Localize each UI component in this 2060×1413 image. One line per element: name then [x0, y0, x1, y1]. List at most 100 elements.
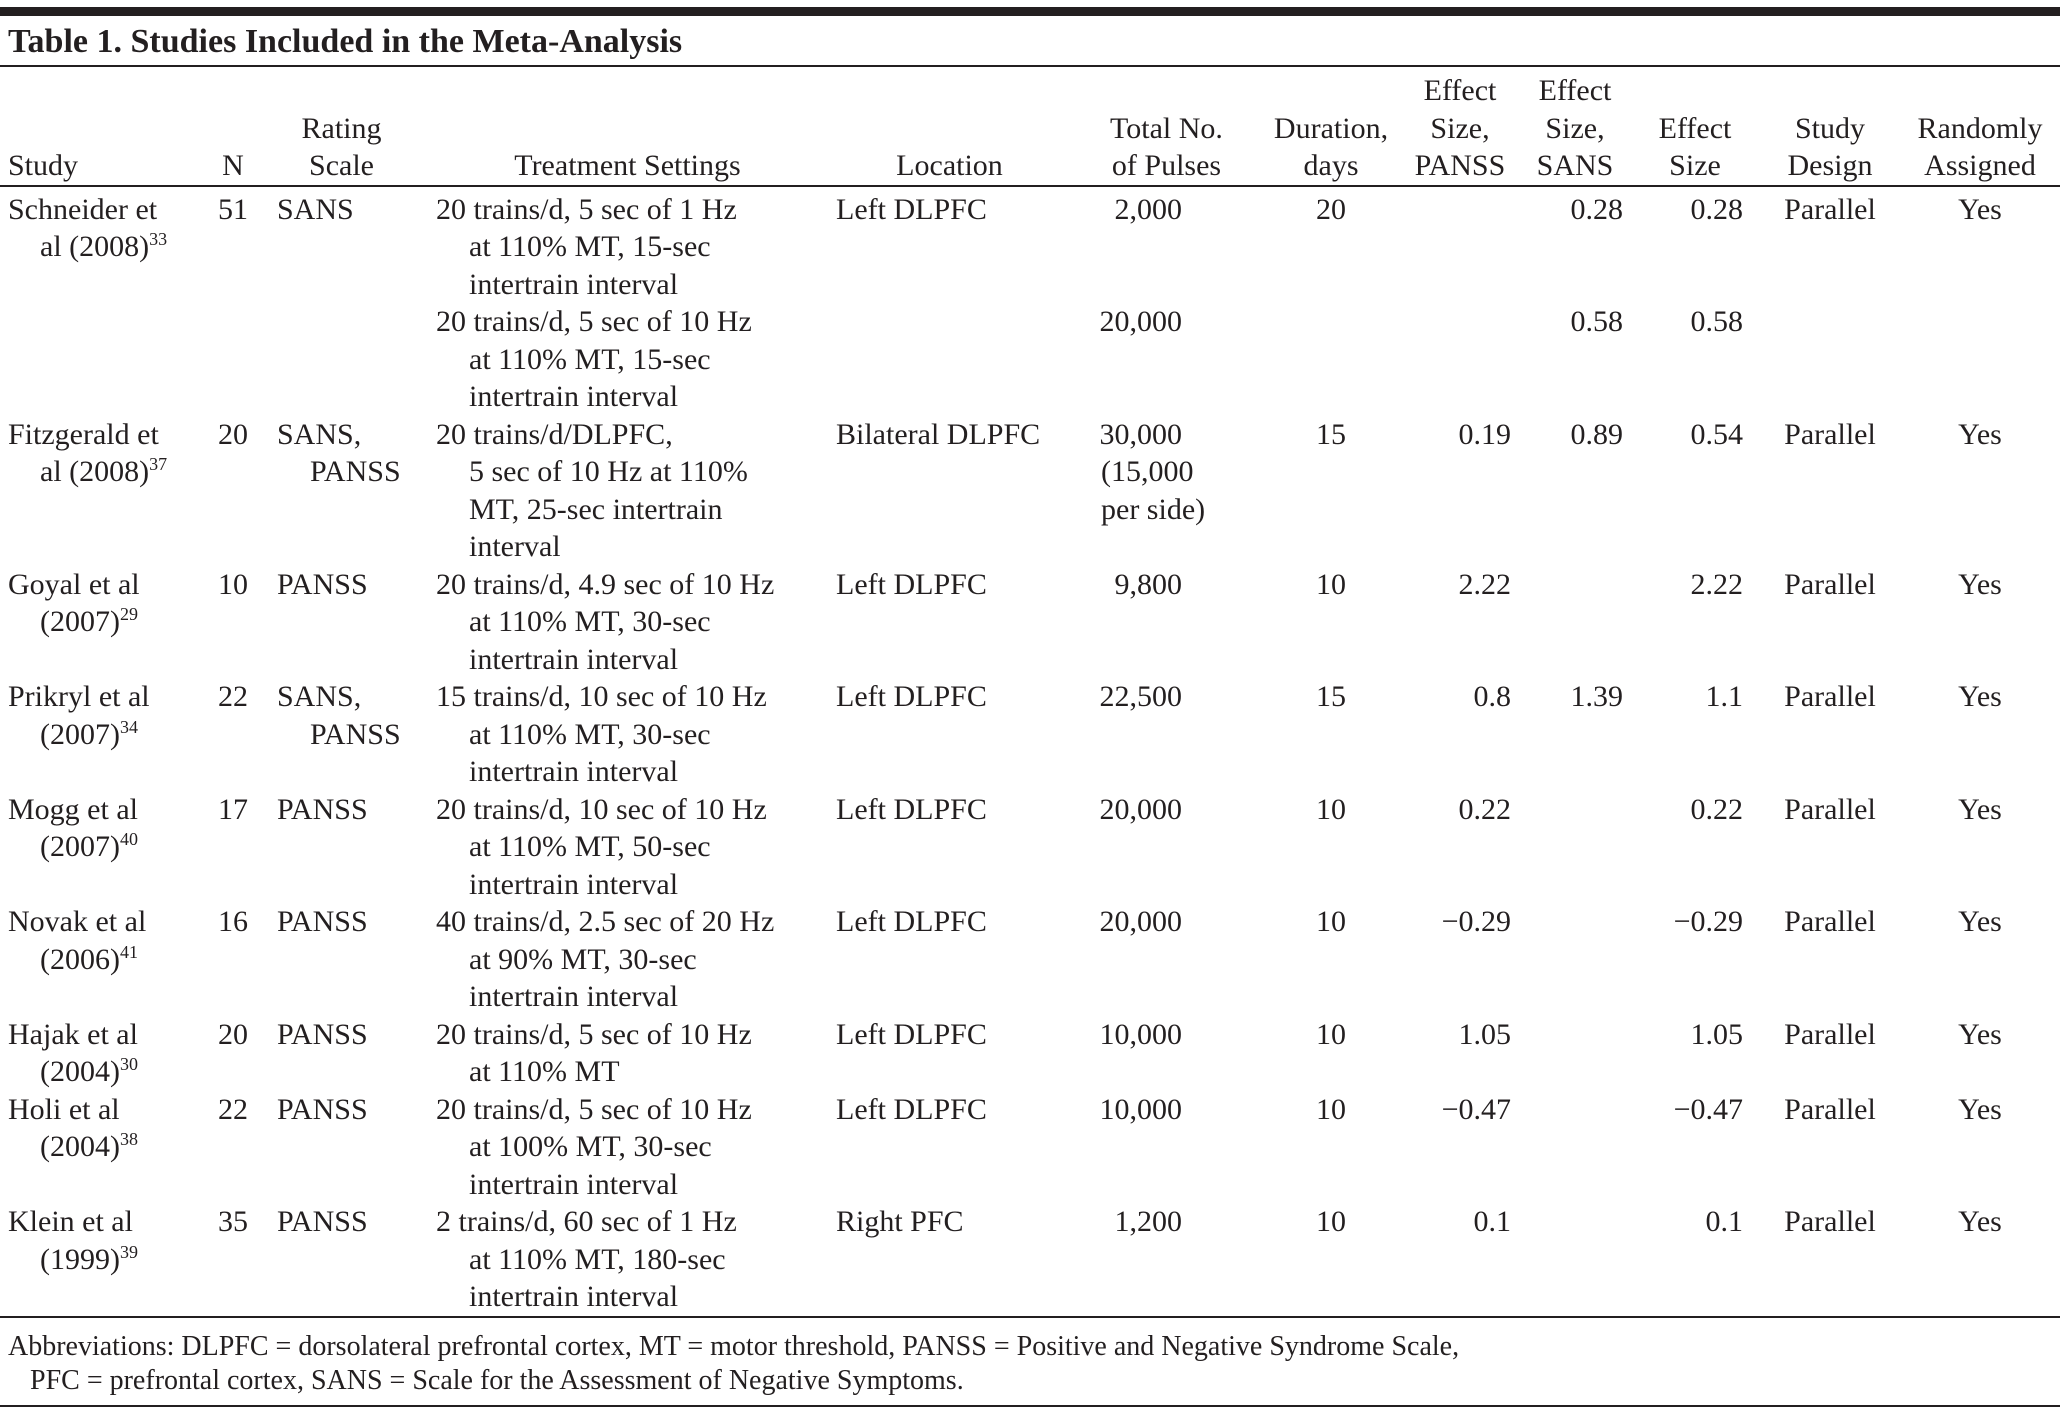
cell-text: Yes: [1958, 567, 2002, 601]
table-title: Table 1. Studies Included in the Meta-An…: [8, 23, 683, 60]
study-line: (1999)39: [40, 1241, 138, 1276]
cell-text: 0.89: [1570, 417, 1624, 451]
reference-number: 40: [119, 829, 138, 849]
cell-text: Yes: [1958, 1205, 2002, 1238]
cell-line: interval: [469, 530, 561, 563]
table-cell: SANS: [256, 186, 427, 304]
table-cell: PANSS: [256, 903, 427, 1016]
table-cell: 0.1: [1400, 1203, 1520, 1317]
table-cell: Yes: [1900, 1016, 2060, 1091]
header-line: N: [222, 149, 244, 182]
cell-text: Parallel: [1784, 192, 1876, 226]
table-cell: 1.05: [1400, 1016, 1520, 1091]
cell-text: 20: [1316, 192, 1346, 226]
reference-number: 33: [149, 229, 168, 249]
table-cell: Mogg et al (2007)40: [0, 791, 210, 904]
study-line: Hajak et al: [8, 1017, 138, 1051]
cell-text: Right PFC: [836, 1205, 964, 1238]
cell-text: 1.39: [1570, 680, 1624, 713]
cell-text: 0.54: [1690, 417, 1744, 451]
cell-text: 15: [1316, 680, 1346, 713]
cell-text: SANS: [277, 192, 354, 226]
cell-text: 10,000: [1099, 1092, 1183, 1126]
cell-text: PANSS: [277, 1092, 368, 1126]
table-cell: 10: [1262, 1016, 1400, 1091]
table-cell: Left DLPFC: [828, 1091, 1071, 1204]
cell-text: 1.05: [1458, 1017, 1512, 1051]
table-cell: 20 trains/d, 5 sec of 10 Hz at 100% MT, 3…: [427, 1091, 828, 1204]
table-cell: [210, 303, 256, 416]
table-cell: 1,200: [1071, 1203, 1262, 1317]
cell-line: MT, 25-sec intertrain: [469, 492, 723, 526]
table-cell: Parallel: [1760, 566, 1900, 679]
header-line: Study: [1794, 111, 1866, 145]
table-cell: 20,000: [1071, 303, 1262, 416]
cell-line: 20 trains/d/DLPFC,: [436, 417, 673, 451]
cell-text: 22: [218, 680, 248, 713]
cell-text: 35: [218, 1205, 248, 1238]
table-cell: 22: [210, 1091, 256, 1204]
cell-text: Left DLPFC: [836, 792, 987, 826]
study-line: al (2008)37: [40, 454, 168, 488]
study-line: (2007)29: [40, 604, 138, 638]
table-cell: [1400, 186, 1520, 304]
study-line: al (2008)33: [40, 229, 168, 263]
cell-text: PANSS: [277, 792, 368, 826]
reference-number: 30: [119, 1054, 138, 1074]
table-cell: Parallel: [1760, 1016, 1900, 1091]
cell-text: Parallel: [1784, 417, 1876, 451]
header-line: Effect: [1658, 111, 1732, 145]
table-cell: 30,000 (15,000 per side): [1071, 416, 1262, 566]
cell-text: 17: [218, 792, 248, 826]
cell-text: 10: [1316, 905, 1346, 938]
cell-line: 20 trains/d, 5 sec of 10 Hz: [436, 1092, 752, 1126]
table-cell: 17: [210, 791, 256, 904]
reference-number: 34: [119, 716, 138, 737]
cell-text: −0.47: [1673, 1092, 1743, 1126]
header-line: Total No.: [1110, 111, 1223, 145]
cell-text: 0.1: [1473, 1205, 1512, 1238]
cell-line: intertrain interval: [469, 267, 679, 301]
cell-text: 2.22: [1690, 567, 1744, 601]
table-cell: −0.47: [1630, 1091, 1760, 1204]
table-cell: 1.1: [1630, 678, 1760, 791]
table-cell: Yes: [1900, 678, 2060, 791]
column-header: Total No. of Pulses: [1071, 68, 1262, 187]
cell-text: 10: [1316, 1092, 1346, 1126]
cell-text: 20: [218, 1017, 248, 1051]
table-cell: PANSS: [256, 566, 427, 679]
table-cell: 9,800: [1071, 566, 1262, 679]
table-cell: [1520, 903, 1630, 1016]
cell-line: 20 trains/d, 10 sec of 10 Hz: [436, 792, 767, 826]
cell-text: 10: [1316, 792, 1346, 826]
table-cell: Schneider et al (2008)33: [0, 186, 210, 304]
cell-text: 0.22: [1690, 792, 1744, 826]
table-cell: Parallel: [1760, 678, 1900, 791]
cell-line: intertrain interval: [469, 1280, 679, 1313]
table-row: Fitzgerald et al (2008)37 20 SANS, PANSS 20 t…: [0, 416, 2060, 566]
column-header: Rating Scale: [256, 68, 427, 187]
cell-text: 0.8: [1473, 680, 1512, 713]
table-cell: Yes: [1900, 186, 2060, 304]
cell-text: 20,000: [1099, 792, 1183, 826]
table-cell: 20: [210, 416, 256, 566]
cell-text: 20,000: [1099, 905, 1183, 938]
column-header: Effect Size, SANS: [1520, 68, 1630, 187]
cell-line: 5 sec of 10 Hz at 110%: [469, 455, 748, 488]
table-cell: Prikryl et al (2007)34: [0, 678, 210, 791]
table-cell: 10: [210, 566, 256, 679]
table-cell: [0, 303, 210, 416]
table-cell: Parallel: [1760, 186, 1900, 304]
bottom-rule: [0, 1405, 2060, 1407]
table-cell: 10: [1262, 566, 1400, 679]
table-row: Holi et al (2004)38 22 PANSS 20 trains/d, 5 …: [0, 1091, 2060, 1204]
table-cell: 0.1: [1630, 1203, 1760, 1317]
table-cell: 51: [210, 186, 256, 304]
cell-line: at 110% MT: [469, 1055, 620, 1088]
table-cell: PANSS: [256, 1016, 427, 1091]
study-line: Mogg et al: [8, 792, 138, 826]
column-header: Study: [0, 68, 210, 187]
header-line: Size: [1669, 149, 1721, 182]
header-line: Duration,: [1273, 111, 1389, 145]
column-header: Study Design: [1760, 68, 1900, 187]
